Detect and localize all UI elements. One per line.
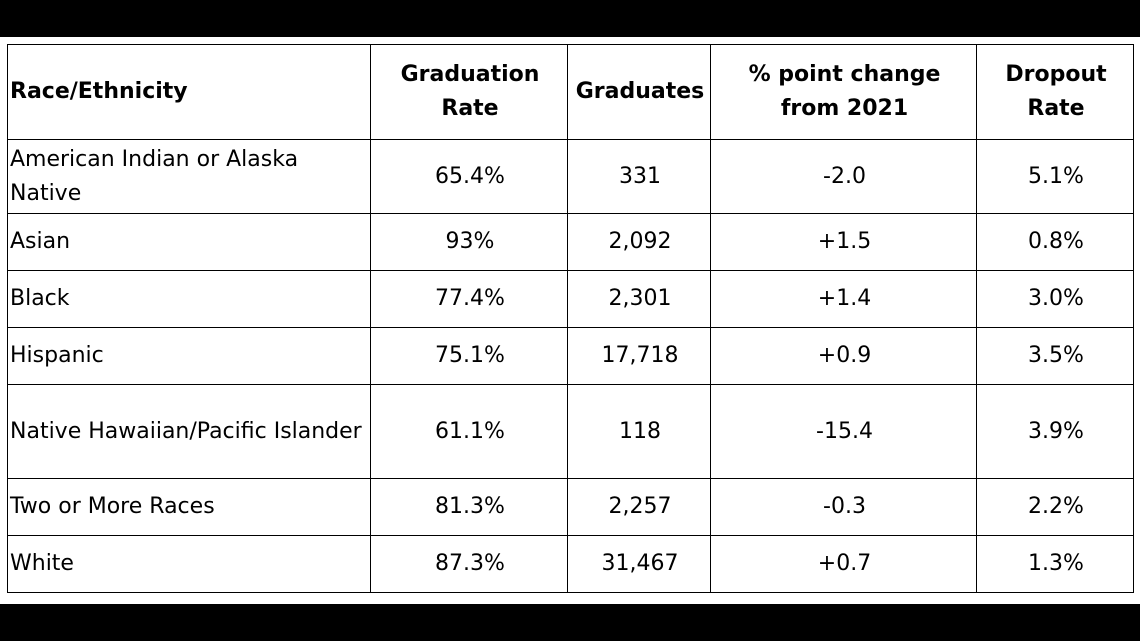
header-graduation-rate: Graduation Rate — [370, 44, 568, 140]
graduation-table: Race/Ethnicity Graduation Rate Graduates… — [7, 44, 1134, 593]
cell-dropout-rate: 2.2% — [976, 478, 1134, 536]
table-frame: Race/Ethnicity Graduation Rate Graduates… — [0, 37, 1140, 604]
cell-graduates: 17,718 — [567, 327, 711, 385]
cell-race-ethnicity: Native Hawaiian/Pacific Islander — [7, 384, 371, 479]
cell-graduates: 2,301 — [567, 270, 711, 328]
cell-graduates: 31,467 — [567, 535, 711, 593]
table-row: Black 77.4% 2,301 +1.4 3.0% — [7, 270, 1134, 328]
header-point-change: % point change from 2021 — [710, 44, 977, 140]
cell-graduation-rate: 61.1% — [370, 384, 568, 479]
cell-dropout-rate: 5.1% — [976, 139, 1134, 214]
cell-graduation-rate: 87.3% — [370, 535, 568, 593]
table-row: Native Hawaiian/Pacific Islander 61.1% 1… — [7, 384, 1134, 479]
cell-race-ethnicity: Hispanic — [7, 327, 371, 385]
cell-point-change: -2.0 — [710, 139, 977, 214]
cell-dropout-rate: 3.9% — [976, 384, 1134, 479]
header-dropout-rate: Dropout Rate — [976, 44, 1134, 140]
cell-race-ethnicity: Two or More Races — [7, 478, 371, 536]
cell-graduates: 2,257 — [567, 478, 711, 536]
cell-race-ethnicity: Asian — [7, 213, 371, 271]
table-row: American Indian or Alaska Native 65.4% 3… — [7, 139, 1134, 214]
cell-graduation-rate: 65.4% — [370, 139, 568, 214]
cell-point-change: +1.4 — [710, 270, 977, 328]
cell-dropout-rate: 3.0% — [976, 270, 1134, 328]
header-race-ethnicity: Race/Ethnicity — [7, 44, 371, 140]
cell-point-change: -15.4 — [710, 384, 977, 479]
cell-race-ethnicity: Black — [7, 270, 371, 328]
cell-graduation-rate: 77.4% — [370, 270, 568, 328]
header-graduates: Graduates — [567, 44, 711, 140]
cell-graduates: 2,092 — [567, 213, 711, 271]
cell-point-change: +0.7 — [710, 535, 977, 593]
cell-point-change: +1.5 — [710, 213, 977, 271]
cell-graduates: 331 — [567, 139, 711, 214]
table-row: Hispanic 75.1% 17,718 +0.9 3.5% — [7, 327, 1134, 385]
table-row: Two or More Races 81.3% 2,257 -0.3 2.2% — [7, 478, 1134, 536]
cell-dropout-rate: 3.5% — [976, 327, 1134, 385]
cell-graduation-rate: 81.3% — [370, 478, 568, 536]
cell-graduates: 118 — [567, 384, 711, 479]
cell-graduation-rate: 75.1% — [370, 327, 568, 385]
cell-race-ethnicity: White — [7, 535, 371, 593]
cell-dropout-rate: 0.8% — [976, 213, 1134, 271]
cell-dropout-rate: 1.3% — [976, 535, 1134, 593]
table-row: Asian 93% 2,092 +1.5 0.8% — [7, 213, 1134, 271]
cell-race-ethnicity: American Indian or Alaska Native — [7, 139, 371, 214]
header-row: Race/Ethnicity Graduation Rate Graduates… — [7, 44, 1134, 140]
table-row: White 87.3% 31,467 +0.7 1.3% — [7, 535, 1134, 593]
cell-point-change: -0.3 — [710, 478, 977, 536]
cell-graduation-rate: 93% — [370, 213, 568, 271]
cell-point-change: +0.9 — [710, 327, 977, 385]
